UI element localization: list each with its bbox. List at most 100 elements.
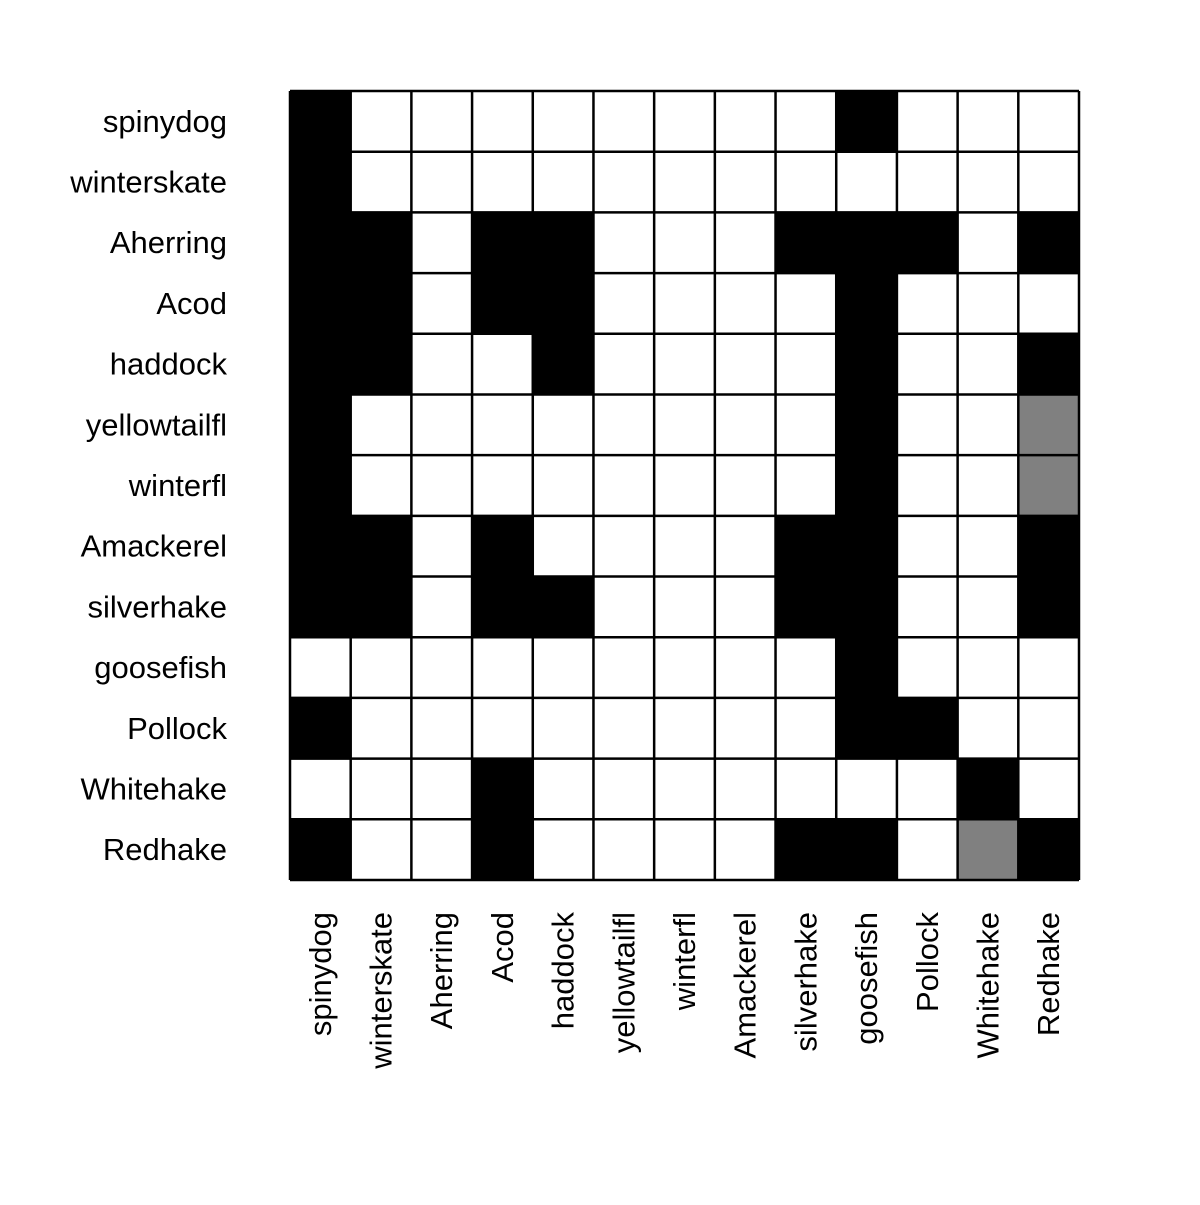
row-label: yellowtailfl xyxy=(86,407,227,442)
heatmap-cell-winterskate-yellowtailfl xyxy=(593,151,655,213)
heatmap-cell-Pollock-Whitehake xyxy=(957,697,1019,759)
heatmap-cell-haddock-Aherring xyxy=(411,333,473,395)
heatmap-cell-Whitehake-Redhake xyxy=(1018,758,1079,820)
heatmap-cell-Acod-Redhake xyxy=(1018,273,1079,334)
heatmap-cell-haddock-silverhake xyxy=(775,333,837,395)
heatmap-cell-yellowtailfl-yellowtailfl xyxy=(593,394,655,456)
heatmap-cell-silverhake-winterfl xyxy=(654,576,715,638)
heatmap-cell-Acod-haddock xyxy=(532,273,594,334)
heatmap-cell-winterfl-goosefish xyxy=(836,455,897,516)
heatmap-cell-winterskate-Redhake xyxy=(1018,151,1079,213)
heatmap-cell-Redhake-goosefish xyxy=(836,819,897,880)
heatmap-cell-goosefish-Acod xyxy=(472,637,533,698)
heatmap-cell-winterskate-Whitehake xyxy=(957,151,1019,213)
row-label: haddock xyxy=(110,347,228,382)
heatmap-cell-Acod-Acod xyxy=(472,273,533,334)
column-label: Redhake xyxy=(1031,912,1066,1036)
cells-layer xyxy=(290,91,1079,880)
heatmap-cell-Acod-Whitehake xyxy=(957,273,1019,334)
heatmap-cell-winterskate-Pollock xyxy=(896,151,958,213)
heatmap-cell-yellowtailfl-Whitehake xyxy=(957,394,1019,456)
heatmap-cell-silverhake-Whitehake xyxy=(957,576,1019,638)
heatmap-cell-Amackerel-winterskate xyxy=(350,515,412,577)
heatmap-cell-haddock-goosefish xyxy=(836,333,897,395)
column-label: Pollock xyxy=(910,912,945,1012)
heatmap-cell-Aherring-Aherring xyxy=(411,212,473,274)
heatmap-cell-Amackerel-Amackerel xyxy=(714,515,776,577)
heatmap-cell-yellowtailfl-Aherring xyxy=(411,394,473,456)
heatmap-cell-Redhake-Amackerel xyxy=(714,819,776,880)
heatmap-cell-Whitehake-winterskate xyxy=(350,758,412,820)
heatmap-cell-Redhake-Redhake xyxy=(1018,819,1079,880)
heatmap-cell-yellowtailfl-Pollock xyxy=(896,394,958,456)
heatmap-cell-winterfl-winterfl xyxy=(654,455,715,516)
heatmap-cell-winterfl-Amackerel xyxy=(714,455,776,516)
heatmap-cell-winterskate-winterskate xyxy=(350,151,412,213)
heatmap-cell-Amackerel-spinydog xyxy=(290,515,351,577)
heatmap-cell-yellowtailfl-Redhake xyxy=(1018,394,1079,456)
heatmap-cell-spinydog-Amackerel xyxy=(714,91,776,152)
heatmap-cell-winterfl-yellowtailfl xyxy=(593,455,655,516)
heatmap-cell-Whitehake-goosefish xyxy=(836,758,897,820)
heatmap-cell-spinydog-winterskate xyxy=(350,91,412,152)
heatmap-cell-winterfl-spinydog xyxy=(290,455,351,516)
column-label: goosefish xyxy=(849,912,884,1045)
heatmap-cell-Amackerel-Aherring xyxy=(411,515,473,577)
heatmap-cell-Whitehake-haddock xyxy=(532,758,594,820)
heatmap-cell-yellowtailfl-spinydog xyxy=(290,394,351,456)
heatmap-cell-haddock-Whitehake xyxy=(957,333,1019,395)
heatmap-cell-Amackerel-Acod xyxy=(472,515,533,577)
column-label: Whitehake xyxy=(970,912,1005,1058)
row-label: Redhake xyxy=(103,832,227,867)
row-label: winterfl xyxy=(128,468,227,503)
heatmap-cell-Amackerel-silverhake xyxy=(775,515,837,577)
row-label: Aherring xyxy=(110,225,227,260)
heatmap-cell-silverhake-Pollock xyxy=(896,576,958,638)
column-label: Acod xyxy=(485,912,520,983)
heatmap-cell-Pollock-winterskate xyxy=(350,697,412,759)
heatmap-cell-Aherring-silverhake xyxy=(775,212,837,274)
heatmap-cell-spinydog-haddock xyxy=(532,91,594,152)
heatmap-cell-haddock-Acod xyxy=(472,333,533,395)
heatmap-cell-Aherring-goosefish xyxy=(836,212,897,274)
heatmap-cell-spinydog-goosefish xyxy=(836,91,897,152)
heatmap-cell-goosefish-Pollock xyxy=(896,637,958,698)
heatmap-cell-silverhake-Redhake xyxy=(1018,576,1079,638)
heatmap-cell-Pollock-goosefish xyxy=(836,697,897,759)
row-label: spinydog xyxy=(103,104,227,139)
heatmap-cell-spinydog-Aherring xyxy=(411,91,473,152)
heatmap-cell-Whitehake-winterfl xyxy=(654,758,715,820)
heatmap-cell-Aherring-winterfl xyxy=(654,212,715,274)
heatmap-cell-Redhake-Acod xyxy=(472,819,533,880)
heatmap-cell-Aherring-spinydog xyxy=(290,212,351,274)
heatmap-cell-silverhake-Amackerel xyxy=(714,576,776,638)
heatmap-cell-Redhake-spinydog xyxy=(290,819,351,880)
heatmap-cell-Whitehake-Pollock xyxy=(896,758,958,820)
heatmap-cell-Amackerel-haddock xyxy=(532,515,594,577)
heatmap-cell-yellowtailfl-Amackerel xyxy=(714,394,776,456)
heatmap-cell-Whitehake-spinydog xyxy=(290,758,351,820)
row-label: goosefish xyxy=(94,650,227,685)
row-label: silverhake xyxy=(87,589,227,624)
heatmap-cell-haddock-spinydog xyxy=(290,333,351,395)
heatmap-cell-haddock-Redhake xyxy=(1018,333,1079,395)
heatmap-cell-haddock-winterfl xyxy=(654,333,715,395)
heatmap-cell-yellowtailfl-winterskate xyxy=(350,394,412,456)
heatmap-cell-winterfl-Whitehake xyxy=(957,455,1019,516)
heatmap-cell-Whitehake-yellowtailfl xyxy=(593,758,655,820)
row-label: Whitehake xyxy=(81,771,227,806)
heatmap-cell-winterskate-winterfl xyxy=(654,151,715,213)
heatmap-cell-Acod-winterskate xyxy=(350,273,412,334)
heatmap-cell-Whitehake-Whitehake xyxy=(957,758,1019,820)
heatmap-cell-Amackerel-Pollock xyxy=(896,515,958,577)
heatmap-cell-Whitehake-Amackerel xyxy=(714,758,776,820)
heatmap-cell-Redhake-yellowtailfl xyxy=(593,819,655,880)
heatmap-cell-spinydog-yellowtailfl xyxy=(593,91,655,152)
heatmap-cell-winterskate-silverhake xyxy=(775,151,837,213)
heatmap-cell-spinydog-spinydog xyxy=(290,91,351,152)
heatmap-cell-silverhake-spinydog xyxy=(290,576,351,638)
heatmap-cell-yellowtailfl-goosefish xyxy=(836,394,897,456)
heatmap-cell-Aherring-Redhake xyxy=(1018,212,1079,274)
heatmap-cell-haddock-Pollock xyxy=(896,333,958,395)
